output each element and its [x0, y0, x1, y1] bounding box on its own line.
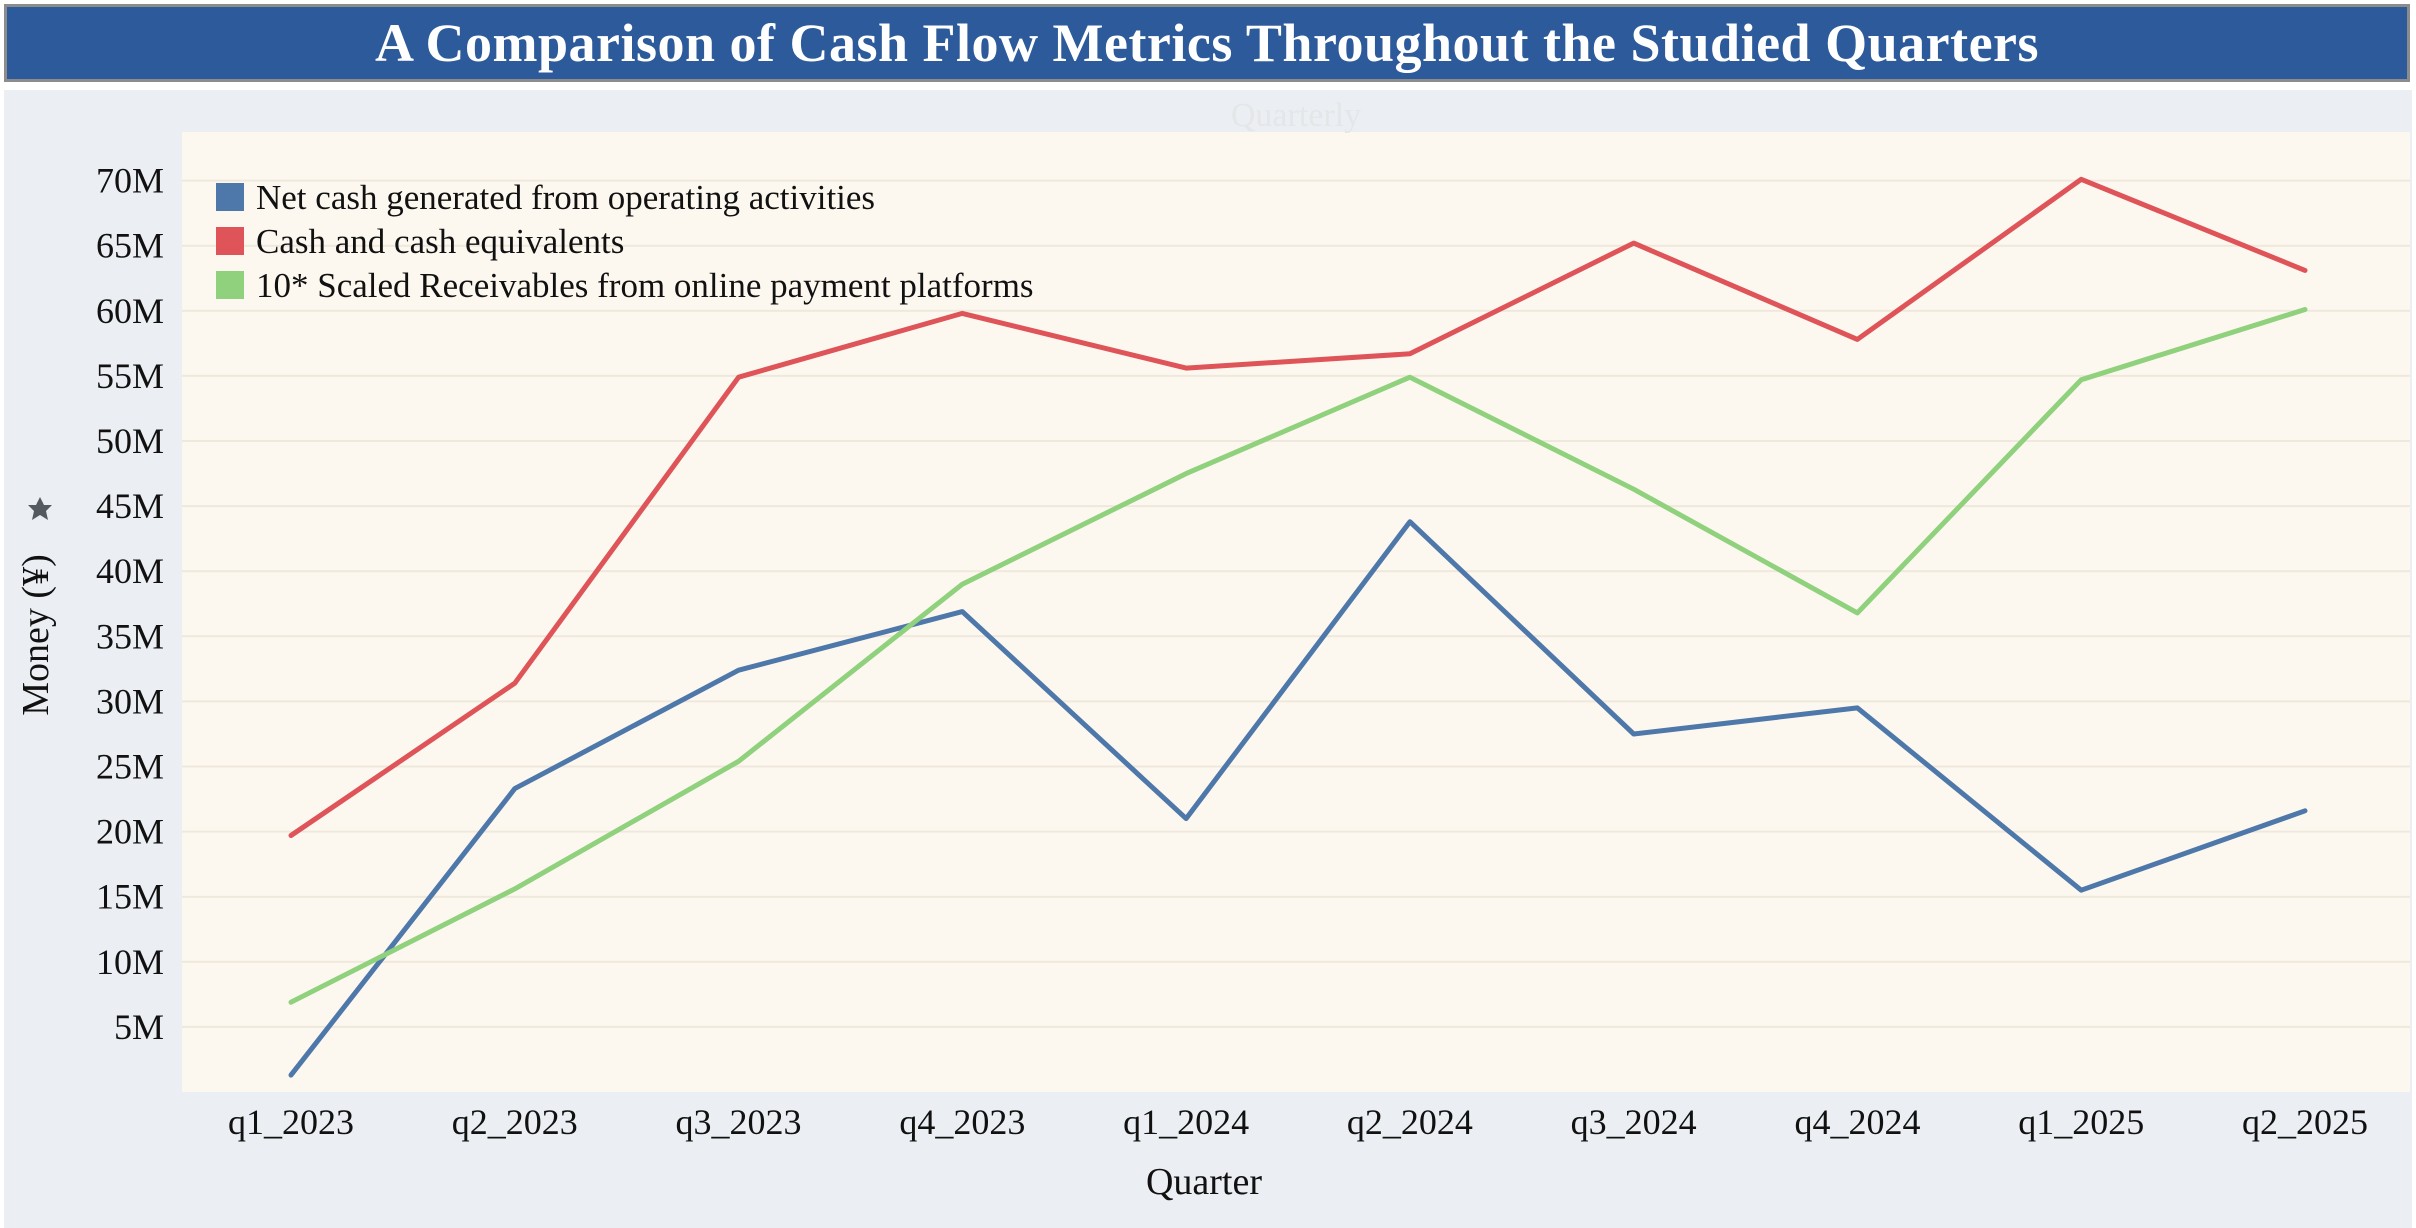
y-tick-label: 50M	[96, 421, 164, 461]
series-line-3[interactable]	[288, 307, 2308, 1005]
x-tick-label: q1_2024	[1123, 1102, 1249, 1142]
legend-label[interactable]: 10* Scaled Receivables from online payme…	[256, 266, 1034, 305]
x-tick-label: q1_2025	[2018, 1102, 2144, 1142]
chart-title: A Comparison of Cash Flow Metrics Throug…	[374, 13, 2040, 73]
y-axis-ticks: 5M 10M 15M 20M 25M 30M 35M 40M 45M 50M 55M 60M 65M 70…	[96, 161, 164, 1047]
chart-frame: Quarterly 5M 10M 15M 20M 25M 30M 35M 40M 45M 50M 5…	[4, 90, 2412, 1228]
y-tick-label: 70M	[96, 161, 164, 201]
x-tick-label: q4_2023	[899, 1102, 1025, 1142]
y-axis-title-group: Money (¥)	[15, 554, 57, 715]
x-tick-label: q3_2023	[676, 1102, 802, 1142]
x-tick-label: q4_2024	[1794, 1102, 1920, 1142]
x-tick-label: q2_2024	[1347, 1102, 1473, 1142]
y-tick-label: 60M	[96, 291, 164, 331]
x-axis-title: Quarter	[1146, 1161, 1262, 1203]
y-tick-label: 35M	[96, 616, 164, 656]
gridlines	[182, 179, 2410, 1028]
legend-swatch[interactable]	[216, 227, 244, 255]
series-line-1[interactable]	[288, 519, 2308, 1078]
y-tick-label: 15M	[96, 877, 164, 917]
x-tick-label: q1_2023	[228, 1102, 354, 1142]
legend-swatch[interactable]	[216, 271, 244, 299]
legend: Net cash generated from operating activi…	[216, 178, 1034, 305]
legend-label[interactable]: Net cash generated from operating activi…	[256, 178, 875, 217]
x-axis-ticks: q1_2023 q2_2023 q3_2023 q4_2023 q1_2024 q2_20…	[228, 1102, 2368, 1142]
legend-swatch[interactable]	[216, 183, 244, 211]
line-chart: Quarterly 5M10M15M20M25M30M35M40M45M50M5…	[15, 97, 2410, 1203]
legend-label[interactable]: Cash and cash equivalents	[256, 222, 624, 261]
x-tick-label: q3_2024	[1571, 1102, 1697, 1142]
y-tick-label: 10M	[96, 942, 164, 982]
x-tick-label: q2_2025	[2242, 1102, 2368, 1142]
pin-icon[interactable]	[28, 497, 52, 520]
y-tick-label: 30M	[96, 681, 164, 721]
y-axis-title: Money (¥)	[15, 554, 57, 715]
section-label: Quarterly	[1231, 97, 1361, 134]
y-tick-label: 20M	[96, 812, 164, 852]
plot-area-background	[182, 132, 2410, 1092]
y-tick-label: 65M	[96, 226, 164, 266]
y-tick-label: 55M	[96, 356, 164, 396]
x-tick-label: q2_2023	[452, 1102, 578, 1142]
y-tick-label: 25M	[96, 747, 164, 787]
y-tick-label: 5M	[114, 1007, 164, 1047]
y-tick-label: 45M	[96, 486, 164, 526]
y-tick-label: 40M	[96, 551, 164, 591]
chart-title-bar: A Comparison of Cash Flow Metrics Throug…	[4, 4, 2410, 82]
series-lines	[288, 176, 2308, 1078]
series-line-2[interactable]	[288, 176, 2308, 838]
